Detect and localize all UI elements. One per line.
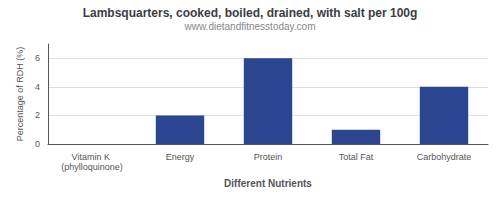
svg-text:2: 2 bbox=[35, 110, 40, 120]
svg-text:Total Fat: Total Fat bbox=[339, 152, 374, 162]
svg-text:6: 6 bbox=[35, 53, 40, 63]
svg-text:Lambsquarters, cooked, boiled,: Lambsquarters, cooked, boiled, drained, … bbox=[83, 6, 418, 20]
svg-text:4: 4 bbox=[35, 82, 40, 92]
svg-text:Protein: Protein bbox=[254, 152, 283, 162]
svg-text:www.dietandfitnesstoday.com: www.dietandfitnesstoday.com bbox=[184, 21, 316, 32]
svg-text:Vitamin K: Vitamin K bbox=[72, 152, 113, 162]
svg-text:Percentage of RDH (%): Percentage of RDH (%) bbox=[15, 47, 25, 142]
svg-text:0: 0 bbox=[35, 139, 40, 149]
svg-text:Carbohydrate: Carbohydrate bbox=[417, 152, 472, 162]
svg-text:Energy: Energy bbox=[166, 152, 195, 162]
svg-text:(phylloquinone): (phylloquinone) bbox=[61, 162, 123, 172]
svg-text:Different Nutrients: Different Nutrients bbox=[224, 178, 312, 189]
